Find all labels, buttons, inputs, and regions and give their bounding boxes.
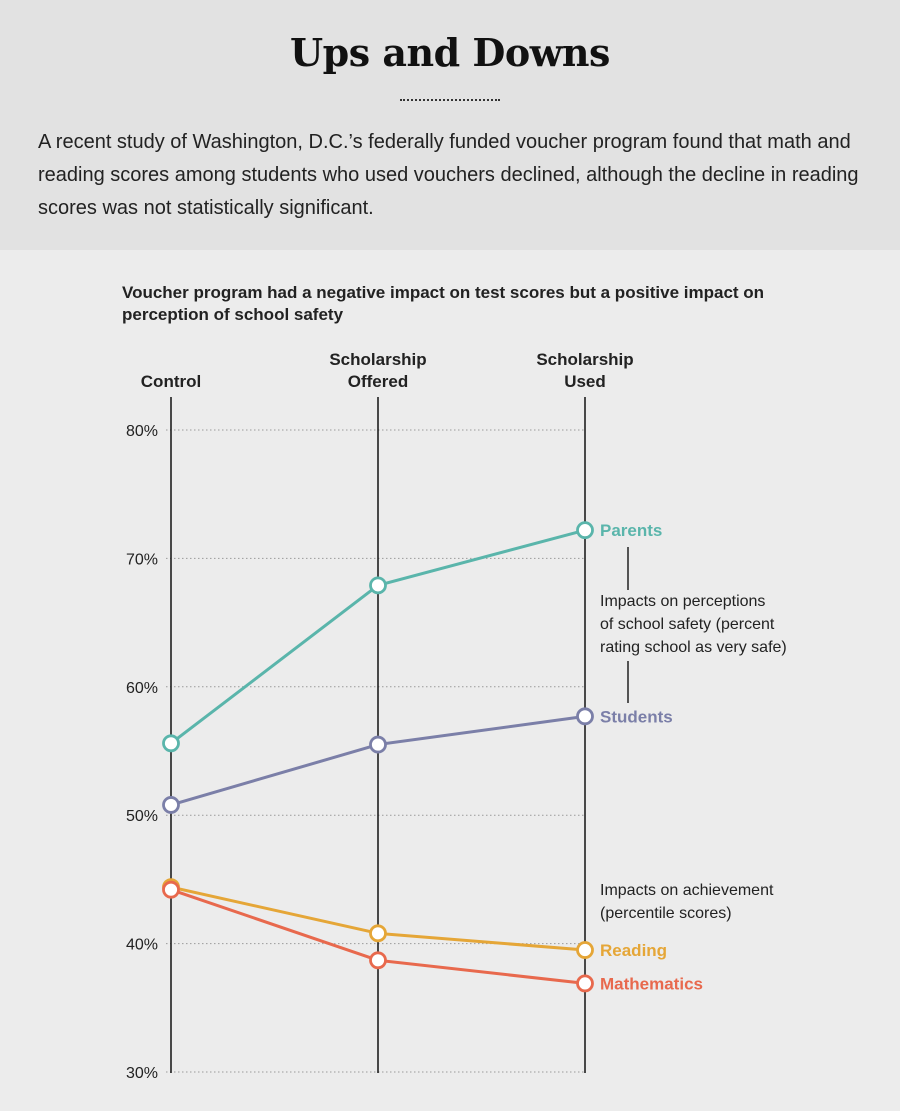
y-tick-label: 40% [126,937,158,954]
intro-text: A recent study of Washington, D.C.’s fed… [38,131,859,219]
annotation-achievement: (percentile scores) [600,905,732,922]
data-point-parents [369,576,387,595]
data-point-reading [576,941,594,959]
title-divider [400,99,500,101]
chart-title: Voucher program had a negative impact on… [122,283,765,324]
annotation-safety: of school safety (percent [600,616,775,633]
annotation-achievement: Impacts on achievement [600,882,774,899]
category-label: Used [564,372,606,391]
category-label: Scholarship [536,350,633,369]
data-point-parents [576,521,594,540]
series-label-students: Students [600,707,673,726]
series-label-mathematics: Mathematics [600,974,703,993]
data-point-mathematics [369,951,387,970]
header-panel: Ups and Downs A recent study of Washingt… [0,0,900,250]
y-tick-label: 30% [126,1065,158,1082]
category-label: Scholarship [329,350,426,369]
data-point-students [162,796,180,814]
data-point-students [576,707,594,726]
y-tick-label: 80% [126,423,158,440]
y-tick-label: 50% [126,808,158,825]
y-tick-label: 70% [126,551,158,568]
data-point-reading [369,924,387,943]
category-label: Control [141,372,201,391]
data-point-parents [162,734,180,753]
data-point-mathematics [162,880,180,899]
data-point-mathematics [576,974,594,993]
y-tick-label: 60% [126,680,158,697]
series-label-parents: Parents [600,521,662,540]
category-label: Offered [348,372,408,391]
annotation-safety: rating school as very safe) [600,639,787,656]
annotation-safety: Impacts on perceptions [600,593,765,610]
series-label-reading: Reading [600,941,667,960]
data-point-students [369,735,387,754]
page-title: Ups and Downs [290,30,610,75]
